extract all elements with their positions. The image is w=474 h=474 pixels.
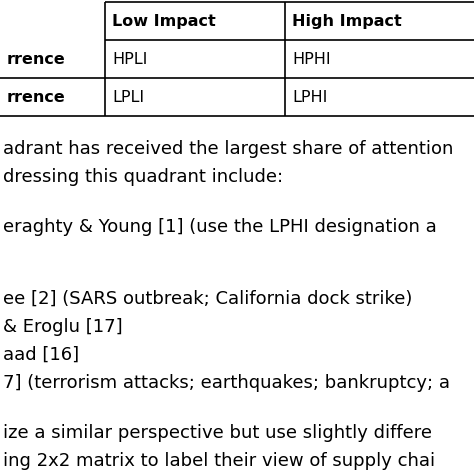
Text: adrant has received the largest share of attention: adrant has received the largest share of… <box>3 140 453 158</box>
Text: aad [16]: aad [16] <box>3 346 79 364</box>
Text: ing 2x2 matrix to label their view of supply chai: ing 2x2 matrix to label their view of su… <box>3 452 435 470</box>
Text: High Impact: High Impact <box>292 13 402 28</box>
Text: ee [2] (SARS outbreak; California dock strike): ee [2] (SARS outbreak; California dock s… <box>3 290 412 308</box>
Text: HPLI: HPLI <box>112 52 147 66</box>
Text: eraghty & Young [1] (use the LPHI designation a: eraghty & Young [1] (use the LPHI design… <box>3 218 437 236</box>
Text: & Eroglu [17]: & Eroglu [17] <box>3 318 123 336</box>
Text: rrence: rrence <box>7 90 66 104</box>
Text: dressing this quadrant include:: dressing this quadrant include: <box>3 168 283 186</box>
Text: LPHI: LPHI <box>292 90 328 104</box>
Text: ize a similar perspective but use slightly differe: ize a similar perspective but use slight… <box>3 424 432 442</box>
Text: LPLI: LPLI <box>112 90 144 104</box>
Text: 7] (terrorism attacks; earthquakes; bankruptcy; a: 7] (terrorism attacks; earthquakes; bank… <box>3 374 450 392</box>
Text: rrence: rrence <box>7 52 66 66</box>
Text: HPHI: HPHI <box>292 52 331 66</box>
Text: Low Impact: Low Impact <box>112 13 216 28</box>
